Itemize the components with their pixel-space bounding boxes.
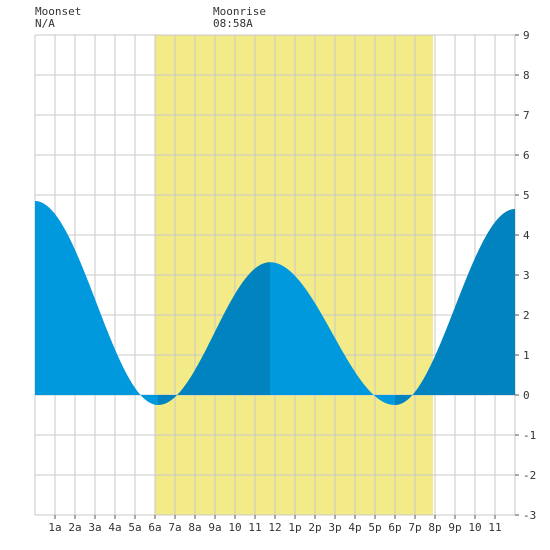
moonset-label: Moonset (35, 5, 82, 18)
tide-area (35, 201, 515, 405)
x-tick-label: 3p (328, 521, 341, 534)
y-tick-label: -2 (523, 469, 536, 482)
x-tick-label: 10 (228, 521, 241, 534)
x-tick-label: 9a (208, 521, 221, 534)
x-tick-label: 12 (268, 521, 281, 534)
x-tick-label: 5p (368, 521, 381, 534)
y-tick-label: -1 (523, 429, 536, 442)
x-tick-label: 1a (48, 521, 61, 534)
x-tick-label: 1p (288, 521, 301, 534)
y-axis-right: -3 -2 -1 0 1 2 3 4 5 6 7 8 9 (515, 29, 536, 522)
x-axis: 1a 2a 3a 4a 5a 6a 7a 8a 9a 10 11 12 1p 2p 3p 4p 5p 6p 7p 8p… (48, 515, 502, 534)
x-tick-label: 3a (88, 521, 101, 534)
x-tick-label: 11 (488, 521, 501, 534)
x-tick-label: 6a (148, 521, 161, 534)
y-tick-label: 6 (523, 149, 530, 162)
y-tick-label: 5 (523, 189, 530, 202)
moonset-info: Moonset N/A (35, 6, 81, 30)
y-tick-label: 3 (523, 269, 530, 282)
y-tick-label: 4 (523, 229, 530, 242)
x-tick-label: 2p (308, 521, 321, 534)
y-tick-label: 9 (523, 29, 530, 42)
x-tick-label: 8a (188, 521, 201, 534)
tide-segment-rising (395, 209, 515, 405)
x-tick-label: 7p (408, 521, 421, 534)
tide-segment-falling (270, 262, 395, 405)
moonrise-value: 08:58A (213, 17, 253, 30)
y-tick-label: 7 (523, 109, 530, 122)
x-tick-label: 9p (448, 521, 461, 534)
x-tick-label: 8p (428, 521, 441, 534)
x-tick-label: 7a (168, 521, 181, 534)
x-tick-label: 4p (348, 521, 361, 534)
x-tick-label: 5a (128, 521, 141, 534)
y-tick-label: 1 (523, 349, 530, 362)
x-tick-label: 2a (68, 521, 81, 534)
y-tick-label: 0 (523, 389, 530, 402)
x-tick-label: 6p (388, 521, 401, 534)
y-tick-label: 8 (523, 69, 530, 82)
tide-segment-rising (158, 262, 270, 405)
moonrise-label: Moonrise (213, 5, 266, 18)
tide-segment-falling (35, 201, 158, 405)
y-tick-label: -3 (523, 509, 536, 522)
x-tick-label: 10 (468, 521, 481, 534)
x-tick-label: 11 (248, 521, 261, 534)
y-tick-label: 2 (523, 309, 530, 322)
moonrise-info: Moonrise 08:58A (213, 6, 266, 30)
x-tick-label: 4a (108, 521, 121, 534)
moonset-value: N/A (35, 17, 55, 30)
